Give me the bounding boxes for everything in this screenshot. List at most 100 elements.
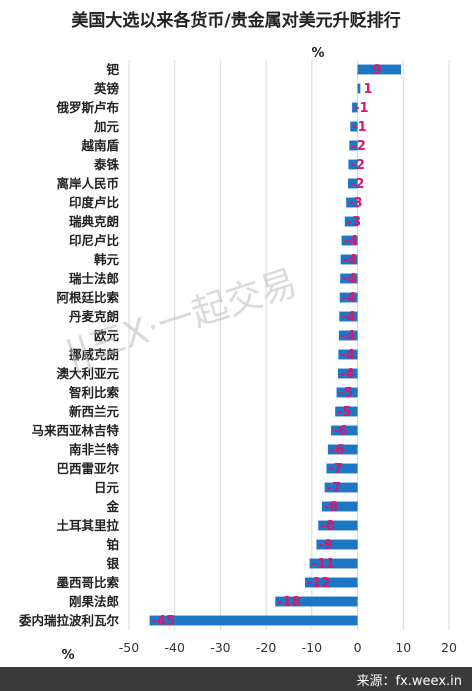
bar-chart: 钯英镑俄罗斯卢布加元越南盾泰铢离岸人民币印度卢比瑞典克朗印尼卢比韩元瑞士法郎阿根…: [18, 46, 457, 663]
bar-12: [339, 292, 358, 303]
value-label-25: -9: [318, 538, 332, 553]
value-label-0: 9: [373, 63, 382, 78]
value-labels: 91 -1 -1 -2 -2 -2 -3 -3 -4 -4 -4 -4 -4 -4 -4 -4 -5 -5 -6 -6…: [152, 63, 382, 629]
category-label-18: 新西兰元: [69, 404, 120, 419]
bar-24: [318, 520, 358, 531]
category-label-7: 印度卢比: [69, 195, 120, 210]
category-labels: 钯英镑俄罗斯卢布加元越南盾泰铢离岸人民币印度卢比瑞典克朗印尼卢比韩元瑞士法郎阿根…: [18, 62, 120, 628]
value-label-26: -11: [312, 557, 336, 572]
category-label-12: 阿根廷比索: [56, 290, 119, 305]
bar-13: [339, 311, 358, 322]
category-label-4: 越南盾: [80, 138, 119, 153]
category-label-11: 瑞士法郎: [69, 271, 119, 286]
bar-18: [335, 406, 358, 417]
category-label-22: 日元: [94, 480, 120, 495]
category-label-15: 挪威克朗: [69, 347, 119, 362]
bar-23: [321, 501, 358, 512]
category-label-8: 瑞典克朗: [69, 214, 119, 229]
category-label-27: 墨西哥比索: [56, 575, 119, 590]
category-label-23: 金: [105, 499, 119, 514]
bar-7: [346, 197, 358, 208]
category-label-14: 欧元: [94, 328, 120, 343]
value-label-15: -4: [340, 348, 354, 363]
bar-26: [309, 558, 358, 569]
value-label-16: -4: [340, 367, 354, 382]
value-label-8: -3: [347, 215, 361, 230]
bar-28: [275, 596, 358, 607]
bar-22: [324, 482, 358, 493]
bar-29: [149, 615, 358, 626]
category-label-5: 泰铢: [93, 157, 120, 172]
bar-8: [344, 216, 358, 227]
bar-25: [316, 539, 358, 550]
x-tick-label-1: -40: [165, 640, 185, 655]
x-tick-label-2: -30: [210, 640, 230, 655]
category-label-2: 俄罗斯卢布: [55, 100, 119, 115]
bar-16: [337, 368, 358, 379]
bar-19: [331, 425, 358, 436]
value-label-9: -4: [344, 234, 358, 249]
x-tick-label-6: 10: [395, 640, 411, 655]
x-tick-label-4: -10: [302, 640, 322, 655]
bar-6: [347, 178, 358, 189]
category-label-0: 钯: [105, 62, 119, 77]
category-label-29: 委内瑞拉波利瓦尔: [18, 613, 120, 628]
category-label-19: 马来西亚林吉特: [31, 423, 119, 438]
bar-2: [352, 102, 358, 113]
category-label-10: 韩元: [94, 252, 120, 267]
bar-9: [341, 235, 358, 246]
bar-11: [340, 273, 358, 284]
bars-group: [149, 64, 401, 626]
bar-10: [340, 254, 358, 265]
bar-3: [350, 121, 358, 132]
unit-label-top: %: [311, 46, 324, 61]
value-label-14: -4: [341, 329, 355, 344]
value-label-23: -8: [324, 500, 338, 515]
category-label-3: 加元: [93, 119, 120, 134]
category-label-24: 土耳其里拉: [56, 518, 119, 533]
value-label-21: -7: [328, 462, 342, 477]
bar-27: [305, 577, 358, 588]
value-label-29: -45: [152, 614, 176, 629]
value-label-10: -4: [343, 253, 357, 268]
bar-1: [357, 83, 361, 94]
x-tick-label-0: -50: [119, 640, 139, 655]
value-label-4: -2: [351, 139, 365, 154]
value-label-11: -4: [342, 272, 356, 287]
category-label-21: 巴西雷亚尔: [56, 461, 119, 476]
value-label-1: 1: [363, 82, 372, 97]
value-label-12: -4: [342, 291, 356, 306]
value-label-28: -18: [277, 595, 301, 610]
value-label-5: -2: [350, 158, 364, 173]
value-label-24: -8: [320, 519, 334, 534]
category-label-20: 南非兰特: [69, 442, 120, 457]
unit-label-bottom: %: [61, 648, 74, 663]
bar-15: [338, 349, 358, 360]
bar-21: [326, 463, 358, 474]
value-label-7: -3: [348, 196, 362, 211]
x-tick-label-5: 0: [354, 640, 362, 655]
chart-title: 美国大选以来各货币/贵金属对美元升贬排行: [71, 11, 401, 31]
value-label-18: -5: [337, 405, 351, 420]
source-label: 来源：fx.weex.in: [356, 674, 462, 689]
value-label-17: -5: [339, 386, 353, 401]
category-label-1: 英镑: [94, 81, 120, 96]
grid-lines: [128, 60, 450, 630]
category-label-16: 澳大利亚元: [56, 366, 119, 381]
category-label-17: 智利比索: [68, 385, 120, 400]
value-label-13: -4: [341, 310, 355, 325]
bar-20: [327, 444, 358, 455]
x-tick-label-7: 20: [441, 640, 457, 655]
value-label-3: -1: [352, 120, 366, 135]
category-label-9: 印尼卢比: [69, 233, 120, 248]
value-label-22: -7: [327, 481, 341, 496]
bar-4: [349, 140, 358, 151]
x-tick-label-3: -20: [256, 640, 276, 655]
footer-bar: 来源：fx.weex.in: [0, 667, 472, 691]
value-label-2: -1: [354, 101, 368, 116]
value-label-19: -6: [333, 424, 347, 439]
category-label-6: 离岸人民币: [56, 176, 119, 191]
category-label-26: 银: [106, 556, 119, 571]
bar-5: [348, 159, 358, 170]
category-label-25: 铂: [106, 537, 119, 552]
